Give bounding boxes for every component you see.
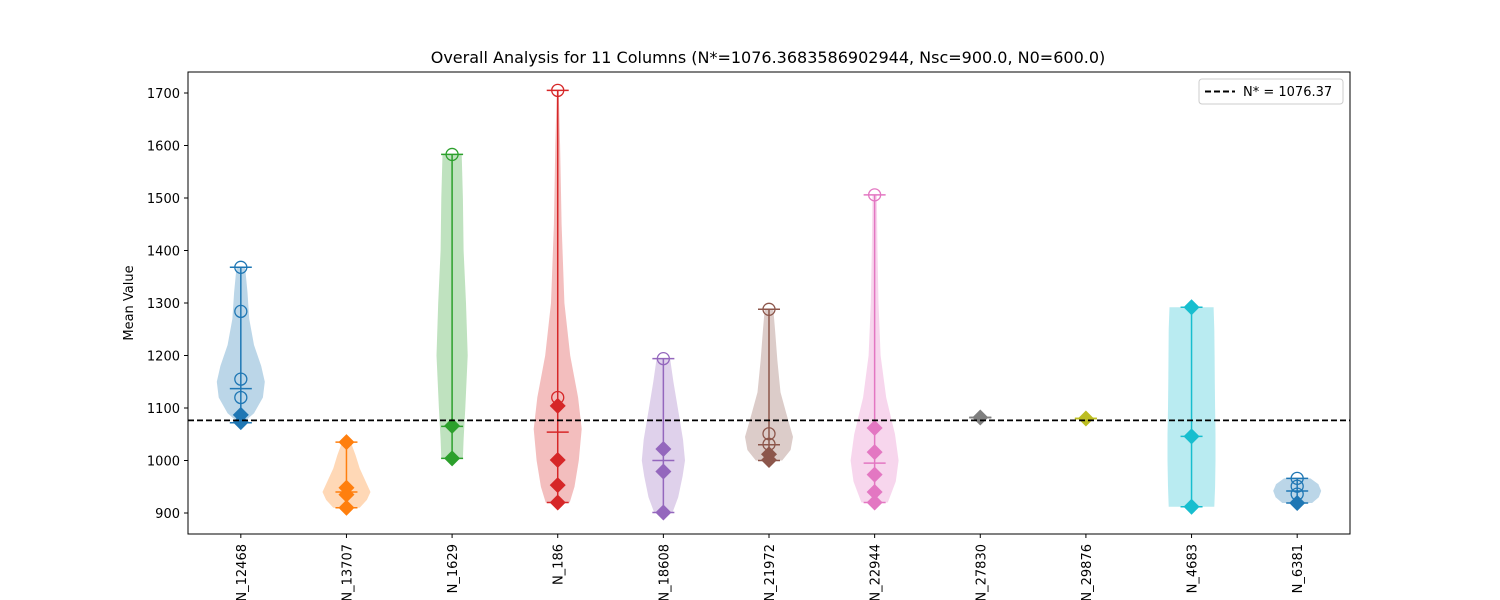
x-tick-label: N_21972 (763, 544, 778, 600)
y-tick-label: 1200 (147, 350, 180, 365)
point-circle (762, 427, 776, 441)
point-diamond (1077, 410, 1094, 427)
point-circle (234, 304, 248, 319)
point-diamond (866, 484, 883, 500)
point-diamond (444, 417, 461, 434)
point-diamond (866, 494, 883, 511)
point-diamond (655, 504, 672, 521)
y-tick-label: 900 (155, 507, 180, 522)
violin-group (436, 147, 468, 467)
x-tick-label: N_22944 (869, 544, 884, 600)
point-circle (234, 372, 248, 386)
x-tick-label: N_18608 (657, 544, 672, 600)
violin-group (533, 83, 582, 511)
y-tick-label: 1100 (147, 402, 180, 417)
point-diamond (338, 434, 355, 451)
point-diamond (1183, 299, 1200, 316)
point-circle (445, 147, 459, 162)
x-tick-label: N_1629 (446, 544, 461, 593)
violin-group (1273, 471, 1322, 512)
point-circle (867, 188, 882, 202)
x-tick-label: N_186 (552, 544, 567, 585)
legend-entry: N* = 1076.37 (1243, 85, 1332, 100)
point-diamond (549, 451, 566, 468)
point-diamond (232, 414, 249, 431)
y-tick-label: 1000 (147, 455, 180, 470)
violin-group (1167, 299, 1216, 515)
y-tick-label: 1500 (147, 192, 180, 207)
violin-group (850, 188, 899, 511)
point-circle (1290, 479, 1304, 493)
x-tick-label: N_6381 (1291, 544, 1306, 593)
point-diamond (1289, 495, 1306, 512)
x-tick-label: N_27830 (974, 544, 989, 600)
point-diamond (655, 440, 672, 457)
violin-group (969, 409, 992, 426)
point-circle (234, 260, 248, 274)
x-tick-label: N_4683 (1186, 544, 1201, 593)
violin-group (745, 302, 793, 468)
y-axis: 900 1000 1100 1200 1300 1400 1500 1600 1700 (147, 87, 188, 522)
violin-group (1074, 410, 1097, 427)
point-diamond (549, 494, 566, 511)
legend-box (1198, 78, 1344, 105)
point-diamond (444, 450, 461, 467)
violin-group (322, 434, 371, 516)
plot-area (188, 83, 1350, 521)
violin-group (216, 260, 265, 431)
point-diamond (866, 466, 883, 483)
point-diamond (655, 463, 672, 480)
y-tick-label: 1300 (147, 297, 180, 312)
violin-group (641, 351, 685, 521)
point-diamond (549, 477, 566, 494)
point-circle (656, 351, 671, 366)
point-circle (234, 390, 248, 405)
x-tick-label: N_12468 (235, 544, 250, 600)
chart-title: Overall Analysis for 11 Columns (N*=1076… (431, 48, 1106, 67)
y-tick-label: 1600 (147, 140, 180, 155)
point-diamond (338, 499, 355, 516)
legend: N* = 1076.37 (1198, 78, 1344, 105)
point-diamond (866, 419, 883, 436)
x-axis: N_12468 N_13707 N_1629 N_186 N_18608 N_21972 N… (235, 534, 1306, 600)
point-diamond (549, 397, 566, 414)
point-diamond (338, 486, 355, 503)
point-diamond (761, 451, 777, 468)
point-circle (1290, 471, 1304, 486)
point-diamond (972, 409, 989, 426)
point-diamond (866, 444, 883, 461)
point-diamond (1183, 498, 1200, 515)
point-diamond (1183, 428, 1200, 445)
y-tick-label: 1700 (147, 87, 180, 102)
y-axis-label: Mean Value (122, 265, 137, 340)
x-tick-label: N_29876 (1080, 544, 1095, 600)
point-circle (551, 83, 565, 98)
x-tick-label: N_13707 (340, 544, 355, 600)
point-circle (762, 302, 776, 316)
y-tick-label: 1400 (147, 245, 180, 260)
